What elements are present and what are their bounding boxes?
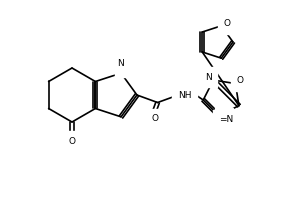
Text: NH: NH	[178, 91, 191, 100]
Text: =N: =N	[219, 115, 233, 124]
Text: O: O	[68, 136, 76, 146]
Text: H: H	[121, 63, 127, 72]
Text: O: O	[237, 76, 244, 85]
Text: O: O	[152, 114, 159, 123]
Text: N: N	[117, 59, 123, 68]
Text: N: N	[221, 113, 227, 122]
Text: O: O	[224, 19, 231, 28]
Text: N: N	[205, 73, 212, 82]
